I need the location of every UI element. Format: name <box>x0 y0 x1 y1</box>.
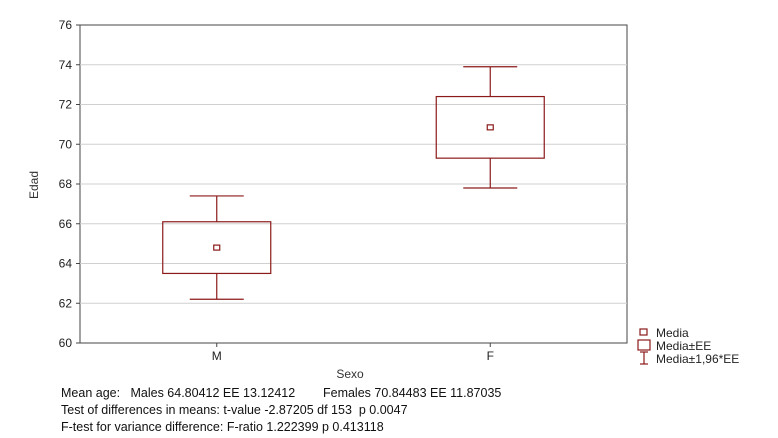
boxes <box>162 66 545 300</box>
x-tick-label: M <box>212 349 222 363</box>
se-box <box>162 221 272 275</box>
y-tick-label: 74 <box>59 58 73 72</box>
y-tick-label: 66 <box>59 217 73 231</box>
notes-t-test: Test of differences in means: t-value -2… <box>61 403 408 417</box>
legend-label: Media <box>656 326 689 340</box>
se-box <box>435 95 545 159</box>
y-tick-label: 64 <box>59 257 73 271</box>
statistics-notes: Mean age: Males 64.80412 EE 13.12412 Fem… <box>61 385 501 436</box>
notes-f-test: F-test for variance difference: F-ratio … <box>61 420 384 434</box>
mean-marker <box>486 124 494 131</box>
y-tick-label: 68 <box>59 177 73 191</box>
x-axis-title: Sexo <box>336 367 364 381</box>
mean-marker <box>213 244 221 251</box>
legend-label: Media±EE <box>656 339 711 353</box>
y-tick-label: 70 <box>59 137 73 151</box>
legend-mean-swatch <box>639 328 648 336</box>
x-tick-label: F <box>487 349 494 363</box>
y-tick-label: 60 <box>59 336 73 350</box>
box-group-M <box>162 195 272 300</box>
grid <box>80 64 627 304</box>
legend-se-swatch <box>637 339 651 351</box>
y-tick-label: 72 <box>59 98 73 112</box>
y-axis-ticks: 60 62 64 66 68 70 72 74 76 <box>59 18 80 350</box>
legend-label: Media±1,96*EE <box>656 352 739 366</box>
y-tick-label: 62 <box>59 296 73 310</box>
notes-mean-age: Mean age: Males 64.80412 EE 13.12412 Fem… <box>61 386 502 400</box>
box-group-F <box>435 66 545 189</box>
y-axis-title: Edad <box>27 171 41 199</box>
y-tick-label: 76 <box>59 18 73 32</box>
